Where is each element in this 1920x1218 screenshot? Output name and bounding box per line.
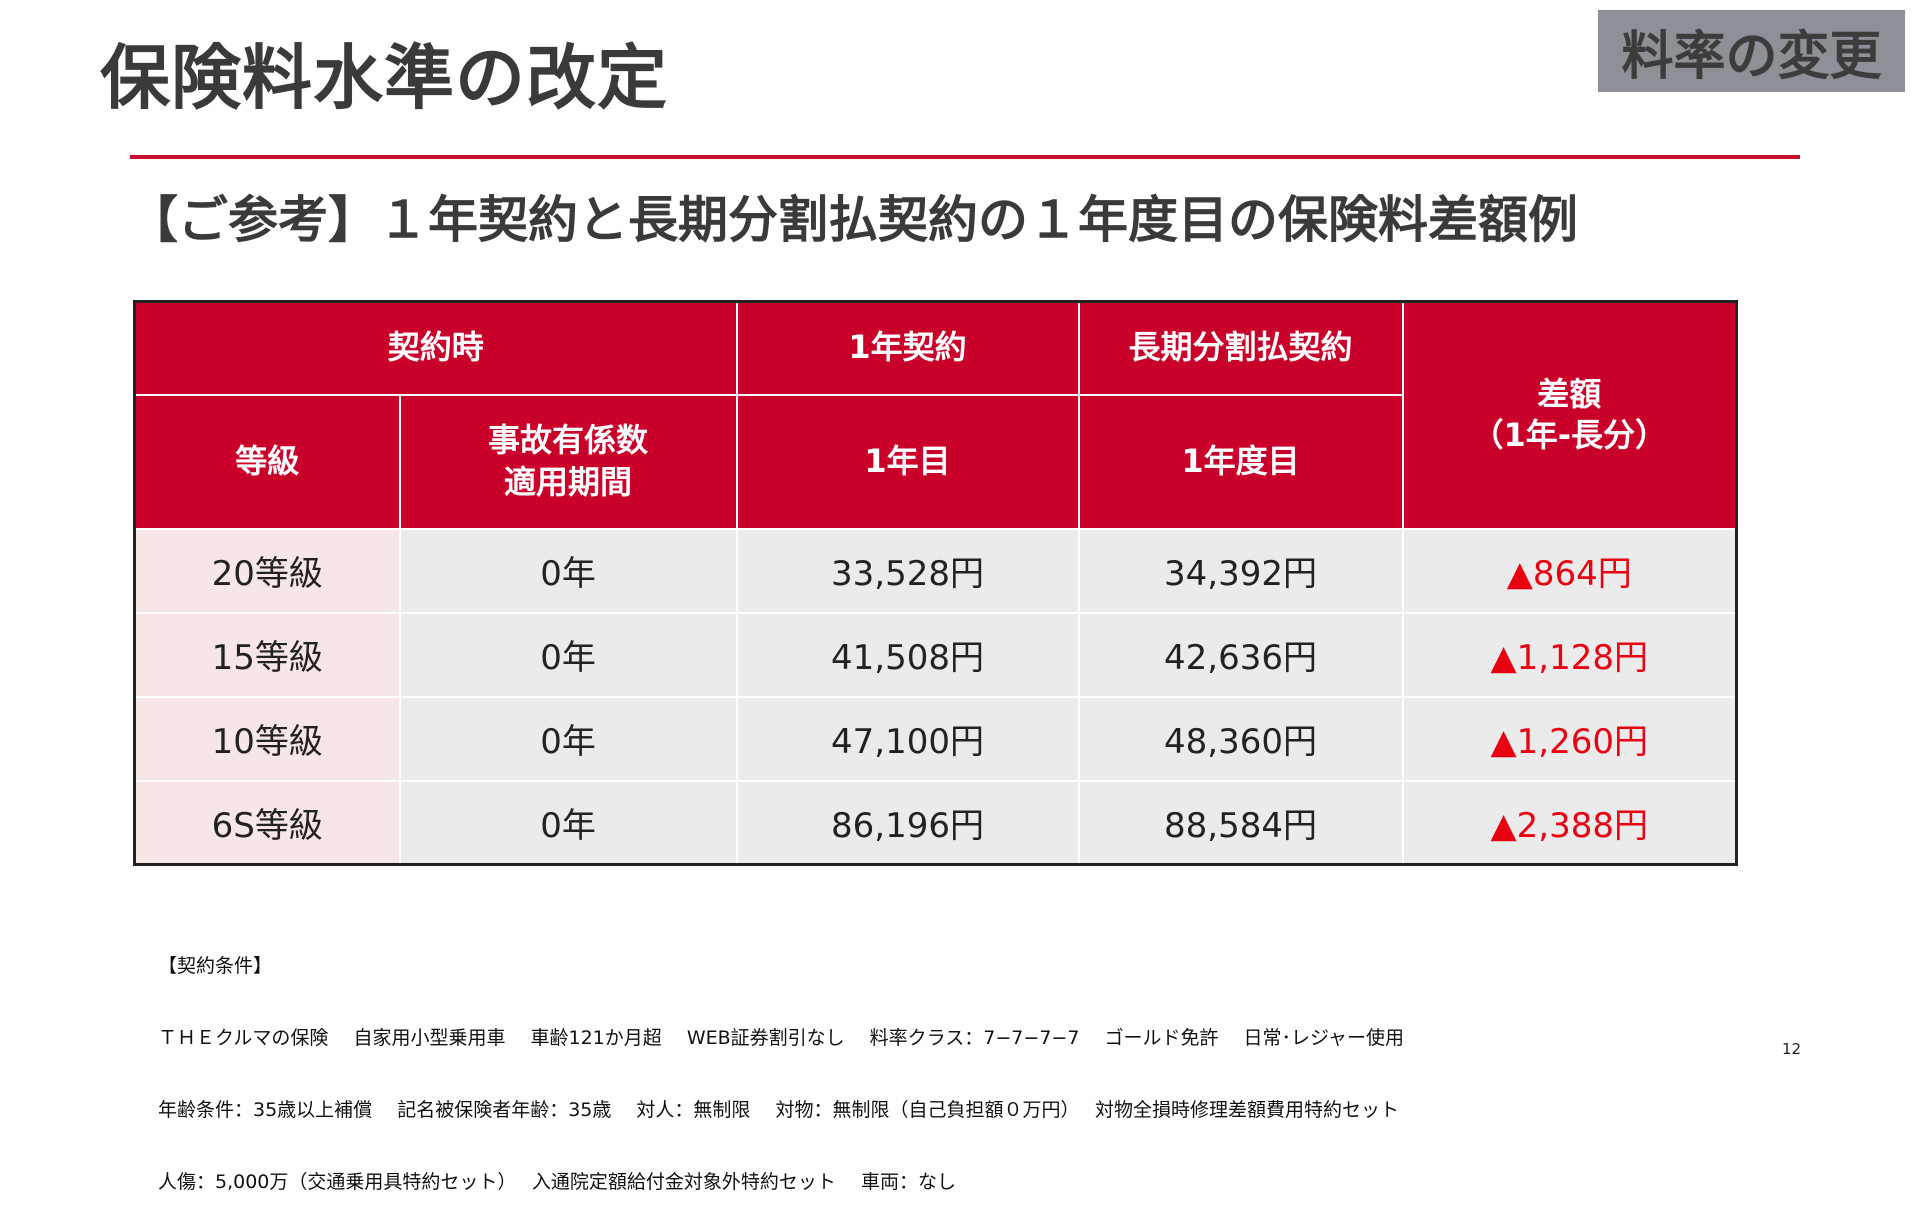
note-line: 人傷：5,000万（交通乗用具特約セット） 入通院定額給付金対象外特約セット 車… (158, 1171, 956, 1193)
header-grade: 等級 (133, 393, 401, 530)
cell-diff: ▲1,260円 (1401, 695, 1738, 782)
cell-accident: 0年 (398, 695, 738, 782)
cell-long-term: 48,360円 (1077, 695, 1404, 782)
subtitle: 【ご参考】１年契約と長期分割払契約の１年度目の保険料差額例 (128, 191, 1578, 249)
header-diff-line2: （1年-長分） (1471, 416, 1668, 455)
header-contract: 契約時 (133, 300, 738, 396)
header-year1-long: 1年度目 (1077, 393, 1404, 530)
cell-long-term: 42,636円 (1077, 611, 1404, 698)
header-diff-line1: 差額 (1537, 374, 1602, 413)
cell-grade: 20等級 (133, 527, 401, 614)
cell-diff: ▲1,128円 (1401, 611, 1738, 698)
table-row: 20等級 0年 33,528円 34,392円 ▲864円 (133, 527, 1738, 614)
table-row: 6S等級 0年 86,196円 88,584円 ▲2,388円 (133, 779, 1738, 866)
cell-long-term: 88,584円 (1077, 779, 1404, 866)
header-accident-line1: 事故有係数 (488, 420, 649, 459)
page-number: 12 (1782, 1040, 1802, 1058)
divider (130, 155, 1800, 159)
contract-conditions: 【契約条件】 ＴＨＥクルマの保険 自家用小型乗用車 車齢121か月超 WEB証券… (158, 906, 1404, 1218)
header-one-year: 1年契約 (735, 300, 1080, 396)
cell-grade: 15等級 (133, 611, 401, 698)
note-line: 【契約条件】 (158, 955, 273, 977)
cell-diff: ▲2,388円 (1401, 779, 1738, 866)
cell-accident: 0年 (398, 611, 738, 698)
cell-grade: 6S等級 (133, 779, 401, 866)
header-accident-period: 事故有係数 適用期間 (398, 393, 738, 530)
note-line: 年齢条件：35歳以上補償 記名被保険者年齢：35歳 対人：無制限 対物：無制限（… (158, 1099, 1400, 1121)
cell-one-year: 86,196円 (735, 779, 1080, 866)
table-row: 10等級 0年 47,100円 48,360円 ▲1,260円 (133, 695, 1738, 782)
cell-accident: 0年 (398, 779, 738, 866)
premium-table: 契約時 1年契約 長期分割払契約 差額 （1年-長分） 等級 事故有係数 適用期間 … (133, 300, 1739, 866)
cell-accident: 0年 (398, 527, 738, 614)
cell-one-year: 41,508円 (735, 611, 1080, 698)
page-title: 保険料水準の改定 (100, 37, 668, 119)
cell-one-year: 33,528円 (735, 527, 1080, 614)
cell-long-term: 34,392円 (1077, 527, 1404, 614)
header-diff: 差額 （1年-長分） (1401, 300, 1738, 530)
cell-diff: ▲864円 (1401, 527, 1738, 614)
header-year1: 1年目 (735, 393, 1080, 530)
cell-grade: 10等級 (133, 695, 401, 782)
header-accident-line2: 適用期間 (504, 462, 633, 501)
table-row: 15等級 0年 41,508円 42,636円 ▲1,128円 (133, 611, 1738, 698)
section-badge: 料率の変更 (1598, 10, 1905, 92)
cell-one-year: 47,100円 (735, 695, 1080, 782)
note-line: ＴＨＥクルマの保険 自家用小型乗用車 車齢121か月超 WEB証券割引なし 料率… (158, 1027, 1405, 1049)
header-long-term: 長期分割払契約 (1077, 300, 1404, 396)
